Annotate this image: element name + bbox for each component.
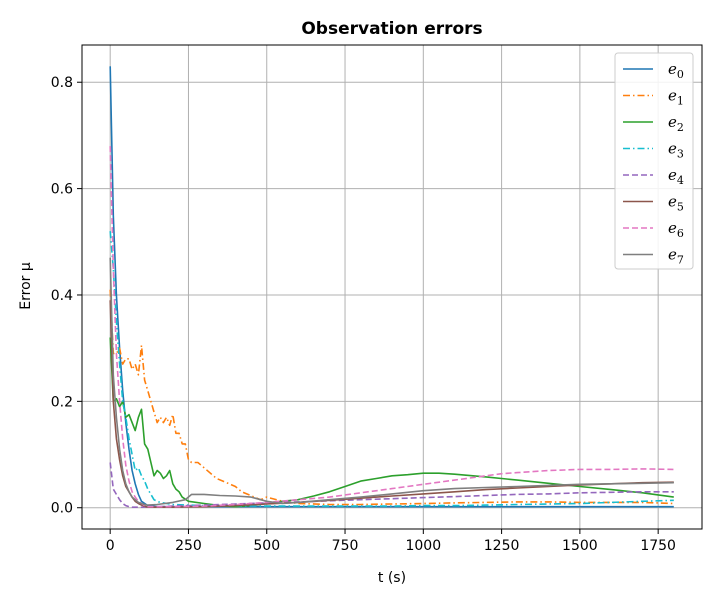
legend-label-subscript: 3 bbox=[677, 148, 684, 161]
legend-label-subscript: 0 bbox=[677, 68, 684, 81]
series-line-e6 bbox=[109, 146, 674, 508]
legend-label: e5 bbox=[668, 193, 684, 214]
legend-label-name: e bbox=[668, 87, 677, 105]
legend-label-name: e bbox=[668, 166, 677, 184]
legend-label: e3 bbox=[668, 140, 684, 161]
legend-label-subscript: 4 bbox=[677, 174, 684, 187]
legend-label: e4 bbox=[668, 166, 684, 187]
y-tick-label: 0.4 bbox=[51, 288, 73, 304]
plot-frame bbox=[81, 44, 703, 530]
chart-title: Observation errors bbox=[301, 19, 482, 39]
legend-label-name: e bbox=[668, 113, 677, 131]
legend-label: e1 bbox=[668, 87, 684, 108]
series-lines bbox=[109, 66, 674, 509]
y-tick-label: 0.6 bbox=[51, 182, 73, 198]
legend-label-subscript: 2 bbox=[677, 121, 684, 134]
series-line-e7 bbox=[109, 257, 674, 506]
x-axis-label: t (s) bbox=[378, 570, 406, 586]
x-tick-label: 0 bbox=[106, 538, 115, 554]
x-tick-label: 1750 bbox=[640, 538, 676, 554]
legend-box bbox=[614, 52, 694, 270]
legend-label-name: e bbox=[668, 140, 677, 158]
grid bbox=[82, 45, 702, 529]
legend-label-name: e bbox=[668, 219, 677, 237]
legend-label-name: e bbox=[668, 60, 677, 78]
x-tick-label: 1500 bbox=[562, 538, 598, 554]
legend-label-subscript: 7 bbox=[677, 254, 684, 267]
y-tick-label: 0.0 bbox=[51, 501, 73, 517]
series-line-e2 bbox=[109, 337, 674, 508]
y-tick-label: 0.8 bbox=[51, 75, 73, 91]
legend-label-name: e bbox=[668, 246, 677, 264]
series-line-e1 bbox=[109, 289, 674, 506]
legend-label: e2 bbox=[668, 113, 684, 134]
x-tick-label: 500 bbox=[253, 538, 280, 554]
legend-label: e0 bbox=[668, 60, 684, 81]
x-tick-label: 1250 bbox=[484, 538, 520, 554]
axis-ticks: 0 250 500 750 1000 1250 1500 1750 0.0 0.2 0.4 0.6 0.… bbox=[51, 75, 676, 554]
legend-label-subscript: 6 bbox=[677, 227, 684, 240]
y-axis-label: Error μ bbox=[18, 262, 34, 310]
legend-label-name: e bbox=[668, 193, 677, 211]
x-tick-label: 750 bbox=[332, 538, 359, 554]
legend-label-subscript: 5 bbox=[677, 201, 684, 214]
legend-label: e7 bbox=[668, 246, 684, 267]
legend-label: e6 bbox=[668, 219, 684, 240]
x-tick-label: 1000 bbox=[405, 538, 441, 554]
y-tick-label: 0.2 bbox=[51, 394, 73, 410]
legend-label-subscript: 1 bbox=[677, 95, 684, 108]
x-tick-label: 250 bbox=[175, 538, 202, 554]
